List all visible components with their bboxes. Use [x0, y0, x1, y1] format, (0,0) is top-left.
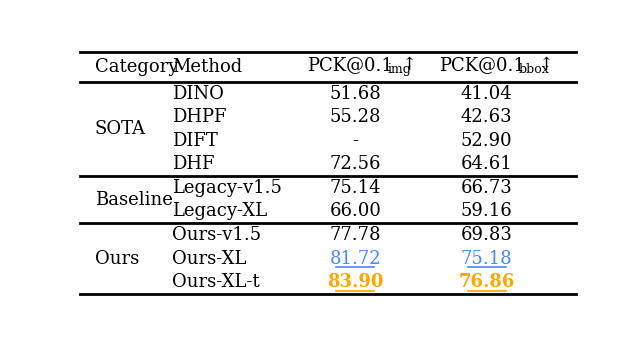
- Text: 59.16: 59.16: [461, 202, 513, 220]
- Text: 77.78: 77.78: [330, 226, 381, 244]
- Text: Legacy-XL: Legacy-XL: [172, 202, 267, 220]
- Text: -: -: [352, 132, 358, 150]
- Text: Baseline: Baseline: [95, 190, 173, 209]
- Text: Method: Method: [172, 58, 242, 76]
- Text: 66.00: 66.00: [330, 202, 381, 220]
- Text: 75.14: 75.14: [330, 179, 381, 197]
- Text: Ours-XL: Ours-XL: [172, 250, 246, 267]
- Text: 76.86: 76.86: [458, 273, 515, 291]
- Text: ↑: ↑: [538, 56, 553, 74]
- Text: 52.90: 52.90: [461, 132, 513, 150]
- Text: 51.68: 51.68: [330, 84, 381, 103]
- Text: 41.04: 41.04: [461, 84, 513, 103]
- Text: Ours-XL-t: Ours-XL-t: [172, 273, 259, 291]
- Text: DHPF: DHPF: [172, 108, 227, 126]
- Text: 83.90: 83.90: [327, 273, 383, 291]
- Text: 72.56: 72.56: [330, 155, 381, 173]
- Text: DIFT: DIFT: [172, 132, 218, 150]
- Text: Ours-v1.5: Ours-v1.5: [172, 226, 261, 244]
- Text: 55.28: 55.28: [330, 108, 381, 126]
- Text: Category: Category: [95, 58, 179, 76]
- Text: 64.61: 64.61: [461, 155, 513, 173]
- Text: Ours: Ours: [95, 250, 139, 267]
- Text: 75.18: 75.18: [461, 250, 513, 267]
- Text: DINO: DINO: [172, 84, 223, 103]
- Text: 42.63: 42.63: [461, 108, 513, 126]
- Text: SOTA: SOTA: [95, 120, 146, 138]
- Text: ↑: ↑: [401, 56, 417, 74]
- Text: DHF: DHF: [172, 155, 214, 173]
- Text: Legacy-v1.5: Legacy-v1.5: [172, 179, 282, 197]
- Text: PCK@0.1: PCK@0.1: [439, 56, 525, 74]
- Text: 81.72: 81.72: [330, 250, 381, 267]
- Text: bbox: bbox: [519, 63, 550, 76]
- Text: img: img: [388, 63, 412, 76]
- Text: PCK@0.1: PCK@0.1: [307, 56, 393, 74]
- Text: 66.73: 66.73: [461, 179, 513, 197]
- Text: 69.83: 69.83: [461, 226, 513, 244]
